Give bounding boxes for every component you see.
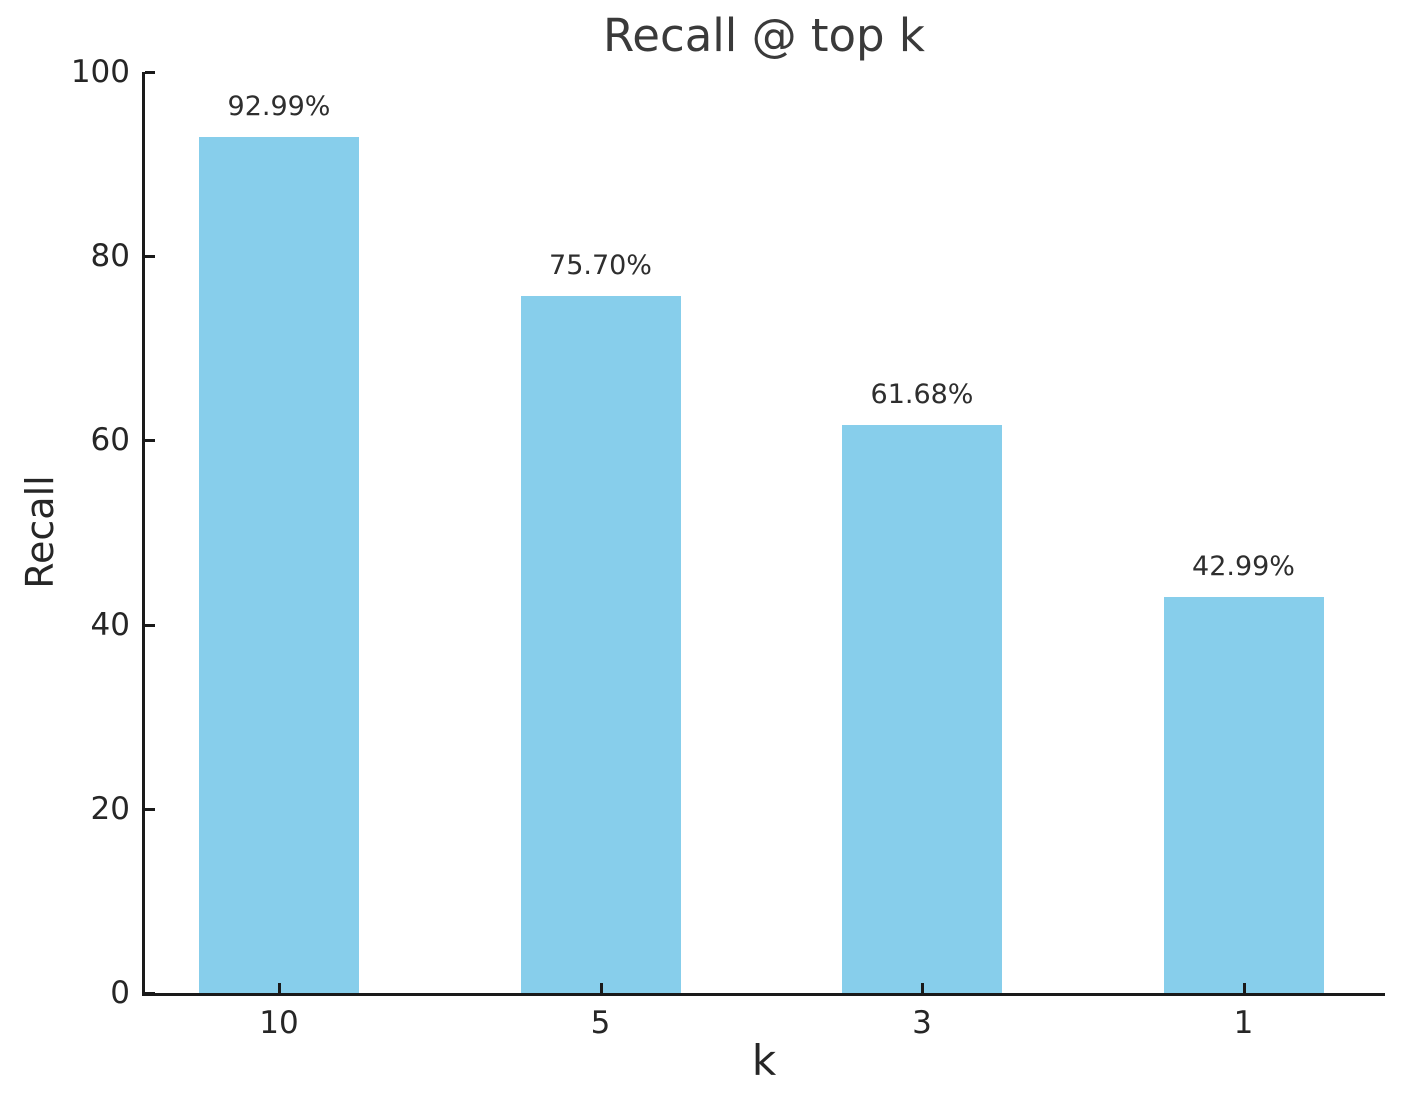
y-tick: [145, 623, 155, 627]
y-axis-spine: [142, 72, 145, 996]
bar-value-label: 61.68%: [870, 378, 974, 410]
y-tick: [145, 992, 155, 995]
x-axis-spine: [142, 993, 1385, 996]
bar: [520, 295, 681, 993]
y-tick-label: 0: [110, 975, 130, 1011]
x-tick: [1242, 983, 1246, 993]
y-tick: [145, 71, 155, 74]
bar-value-label: 75.70%: [549, 249, 652, 281]
x-tick-label: 5: [590, 1005, 611, 1041]
chart-title: Recall @ top k: [603, 9, 925, 62]
y-tick: [145, 807, 155, 811]
bar: [199, 136, 359, 993]
y-tick-label: 60: [90, 422, 130, 459]
x-tick-label: 10: [259, 1005, 299, 1041]
x-tick: [278, 983, 281, 993]
x-axis-label: k: [751, 1036, 777, 1085]
bar-value-label: 92.99%: [227, 90, 331, 122]
y-tick-label: 100: [70, 54, 130, 90]
x-tick-label: 3: [912, 1005, 932, 1041]
y-tick: [145, 255, 155, 259]
bar: [842, 424, 1002, 993]
y-tick: [145, 439, 155, 443]
x-tick: [921, 983, 924, 993]
y-tick-label: 20: [90, 790, 130, 827]
x-tick-label: 1: [1233, 1005, 1254, 1041]
bar-value-label: 42.99%: [1192, 551, 1295, 583]
bar: [1163, 597, 1324, 993]
x-tick: [599, 983, 603, 993]
y-tick-label: 80: [90, 238, 130, 275]
y-axis-label: Recall: [18, 475, 62, 589]
y-tick-label: 40: [90, 606, 130, 643]
